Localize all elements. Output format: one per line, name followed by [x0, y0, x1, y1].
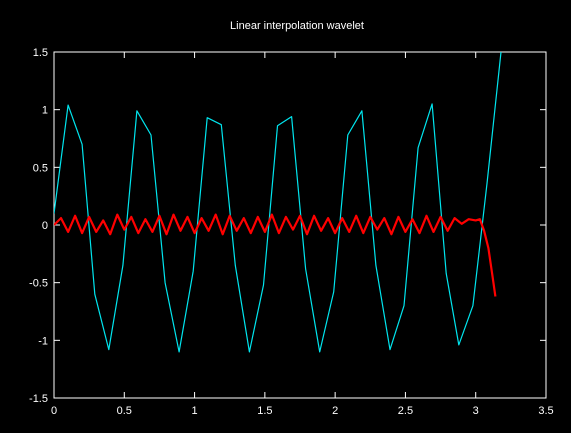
- ticks: [53, 51, 547, 399]
- x-tick-label: 2: [332, 405, 338, 417]
- series-line-2: [54, 213, 497, 297]
- x-tick-label: 0: [51, 405, 57, 417]
- x-tick-label: 3.5: [538, 405, 553, 417]
- y-tick-label: -1.5: [29, 393, 48, 405]
- y-tick-label: -0.5: [29, 278, 48, 290]
- y-tick-label: -1: [38, 335, 48, 347]
- y-tick-label: 0: [42, 220, 48, 232]
- y-tick-label: 1.5: [33, 47, 48, 59]
- x-tick-label: 1.5: [257, 405, 272, 417]
- x-tick-label: 0.5: [117, 405, 132, 417]
- y-tick-label: 1: [42, 105, 48, 117]
- tick-labels: 0 0.5 1 1.5 2 2.5 3 3.5 1.5 1 0.5 0 -0.5 -1 -1.5: [29, 47, 554, 417]
- y-tick-label: 0.5: [33, 162, 48, 174]
- x-tick-label: 2.5: [398, 405, 413, 417]
- chart-title: Linear interpolation wavelet: [230, 20, 364, 32]
- series-layer: [54, 52, 502, 353]
- x-tick-label: 3: [473, 405, 479, 417]
- series-line-1: [54, 52, 502, 353]
- x-tick-label: 1: [192, 405, 198, 417]
